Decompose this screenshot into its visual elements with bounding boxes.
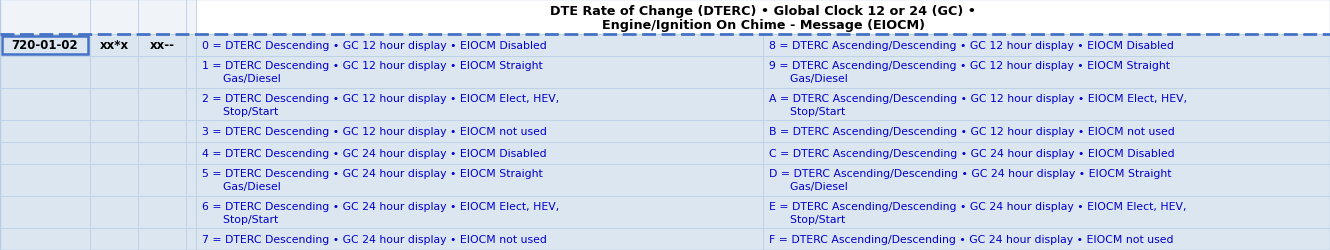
Bar	[90, 228, 138, 250]
Bar	[763, 196, 1330, 228]
Text: 9 = DTERC Ascending/Descending • GC 12 hour display • EIOCM Straight
      Gas/D: 9 = DTERC Ascending/Descending • GC 12 h…	[769, 61, 1170, 84]
Bar	[138, 142, 186, 164]
Bar	[138, 164, 186, 196]
Bar	[90, 121, 138, 142]
Bar	[186, 164, 196, 196]
Bar	[196, 228, 763, 250]
Bar	[138, 228, 186, 250]
Bar	[196, 56, 763, 89]
Bar	[186, 89, 196, 121]
Bar	[90, 0, 138, 35]
Bar	[138, 196, 186, 228]
Bar	[90, 196, 138, 228]
Text: A = DTERC Ascending/Descending • GC 12 hour display • EIOCM Elect, HEV,
      St: A = DTERC Ascending/Descending • GC 12 h…	[769, 94, 1188, 116]
Bar	[90, 56, 138, 89]
Bar	[196, 89, 763, 121]
Bar	[138, 89, 186, 121]
Text: 4 = DTERC Descending • GC 24 hour display • EIOCM Disabled: 4 = DTERC Descending • GC 24 hour displa…	[202, 148, 547, 158]
Text: 5 = DTERC Descending • GC 24 hour display • EIOCM Straight
      Gas/Diesel: 5 = DTERC Descending • GC 24 hour displa…	[202, 169, 543, 192]
Bar	[138, 121, 186, 142]
Text: 0 = DTERC Descending • GC 12 hour display • EIOCM Disabled: 0 = DTERC Descending • GC 12 hour displa…	[202, 41, 547, 50]
Bar	[90, 89, 138, 121]
Bar	[763, 228, 1330, 250]
Text: 2 = DTERC Descending • GC 12 hour display • EIOCM Elect, HEV,
      Stop/Start: 2 = DTERC Descending • GC 12 hour displa…	[202, 94, 559, 116]
Text: D = DTERC Ascending/Descending • GC 24 hour display • EIOCM Straight
      Gas/D: D = DTERC Ascending/Descending • GC 24 h…	[769, 169, 1172, 192]
Bar	[0, 35, 90, 56]
Text: 720-01-02: 720-01-02	[12, 39, 78, 52]
Bar	[186, 196, 196, 228]
Text: xx--: xx--	[149, 39, 174, 52]
Bar	[196, 164, 763, 196]
Bar	[186, 56, 196, 89]
Bar	[0, 0, 90, 35]
Bar	[3, 37, 88, 54]
Bar	[186, 121, 196, 142]
Bar	[763, 121, 1330, 142]
Bar	[90, 164, 138, 196]
Bar	[0, 196, 90, 228]
Text: B = DTERC Ascending/Descending • GC 12 hour display • EIOCM not used: B = DTERC Ascending/Descending • GC 12 h…	[769, 127, 1174, 137]
Bar	[90, 142, 138, 164]
Text: E = DTERC Ascending/Descending • GC 24 hour display • EIOCM Elect, HEV,
      St: E = DTERC Ascending/Descending • GC 24 h…	[769, 201, 1186, 224]
Bar	[138, 56, 186, 89]
Bar	[186, 142, 196, 164]
Text: DTE Rate of Change (DTERC) • Global Clock 12 or 24 (GC) •: DTE Rate of Change (DTERC) • Global Cloc…	[551, 5, 976, 18]
Bar	[196, 35, 763, 56]
Text: Engine/Ignition On Chime - Message (EIOCM): Engine/Ignition On Chime - Message (EIOC…	[601, 19, 924, 32]
Bar	[90, 35, 138, 56]
Bar	[0, 121, 90, 142]
Bar	[0, 56, 90, 89]
Text: 7 = DTERC Descending • GC 24 hour display • EIOCM not used: 7 = DTERC Descending • GC 24 hour displa…	[202, 234, 547, 244]
Text: 1 = DTERC Descending • GC 12 hour display • EIOCM Straight
      Gas/Diesel: 1 = DTERC Descending • GC 12 hour displa…	[202, 61, 543, 84]
Bar	[763, 164, 1330, 196]
Text: 6 = DTERC Descending • GC 24 hour display • EIOCM Elect, HEV,
      Stop/Start: 6 = DTERC Descending • GC 24 hour displa…	[202, 201, 559, 224]
Bar	[763, 89, 1330, 121]
Text: 3 = DTERC Descending • GC 12 hour display • EIOCM not used: 3 = DTERC Descending • GC 12 hour displa…	[202, 127, 547, 137]
Text: xx*x: xx*x	[100, 39, 129, 52]
Bar	[0, 164, 90, 196]
Bar	[196, 196, 763, 228]
Text: 8 = DTERC Ascending/Descending • GC 12 hour display • EIOCM Disabled: 8 = DTERC Ascending/Descending • GC 12 h…	[769, 41, 1174, 50]
Bar	[763, 35, 1330, 56]
Bar	[196, 142, 763, 164]
Bar	[138, 0, 186, 35]
Bar	[763, 142, 1330, 164]
Bar	[138, 35, 186, 56]
Bar	[196, 121, 763, 142]
Text: C = DTERC Ascending/Descending • GC 24 hour display • EIOCM Disabled: C = DTERC Ascending/Descending • GC 24 h…	[769, 148, 1174, 158]
Bar	[186, 228, 196, 250]
Text: F = DTERC Ascending/Descending • GC 24 hour display • EIOCM not used: F = DTERC Ascending/Descending • GC 24 h…	[769, 234, 1173, 244]
Bar	[763, 56, 1330, 89]
Bar	[0, 89, 90, 121]
Bar	[0, 228, 90, 250]
Bar	[186, 0, 196, 35]
Bar	[196, 0, 1330, 35]
Bar	[0, 142, 90, 164]
Bar	[186, 35, 196, 56]
